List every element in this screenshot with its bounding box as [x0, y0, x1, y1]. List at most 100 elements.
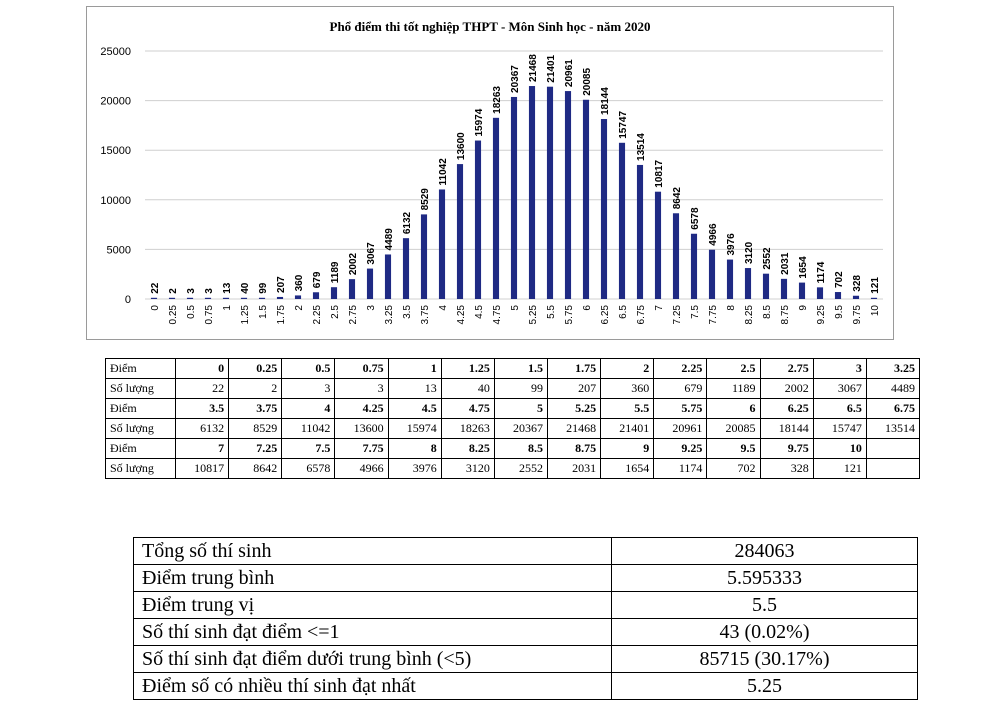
data-label: 8642: [672, 187, 683, 210]
table-cell: 1654: [600, 458, 655, 479]
data-label: 360: [294, 274, 305, 291]
table-cell: 1.25: [440, 358, 495, 379]
row-label: Điểm: [105, 358, 176, 379]
data-label: 1174: [816, 261, 827, 283]
bar: [870, 297, 878, 299]
data-label: 18144: [600, 87, 611, 115]
data-label: 6578: [690, 207, 701, 230]
data-label: 2002: [348, 252, 359, 275]
x-tick-label: 4.25: [456, 305, 467, 325]
data-label: 99: [258, 282, 269, 294]
table-cell: 6: [706, 398, 761, 419]
bar: [636, 164, 644, 299]
bar: [816, 287, 824, 299]
summary-value: 43 (0.02%): [611, 618, 918, 646]
score-distribution-table: Điểm 0 0.25 0.5 0.75 1 1.25 1.5 1.75 2 2.25 2.5 2.75…: [105, 358, 921, 479]
x-tick-label: 1: [222, 305, 233, 311]
data-label: 13: [222, 282, 233, 294]
table-cell: 9.5: [706, 438, 761, 459]
data-label: 13514: [636, 133, 647, 161]
bar: [600, 119, 608, 299]
x-tick-label: 6.25: [600, 305, 611, 325]
x-tick-label: 7.75: [708, 305, 719, 325]
data-label: 22: [150, 282, 161, 294]
bar: [564, 91, 572, 299]
bar: [744, 268, 752, 299]
data-label: 6132: [402, 211, 413, 234]
data-label: 3976: [726, 233, 737, 256]
score-row: Điểm 3.5 3.75 4 4.25 4.5 4.75 5 5.25 5.5 5.75 6 6.25…: [105, 398, 921, 419]
data-label: 21401: [546, 54, 557, 82]
x-tick-label: 2.75: [348, 305, 359, 325]
table-cell: 6.25: [759, 398, 814, 419]
table-cell: 1174: [653, 458, 708, 479]
summary-row: Tổng số thí sinh 284063: [133, 537, 918, 565]
row-label: Số lượng: [105, 378, 176, 399]
bar: [348, 279, 356, 299]
bar: [726, 259, 734, 299]
summary-table: Tổng số thí sinh 284063 Điểm trung bình 5.5…: [133, 537, 918, 700]
bar: [294, 295, 302, 299]
bar: [780, 278, 788, 299]
x-tick-label: 7.25: [672, 305, 683, 325]
bar: [492, 117, 500, 299]
table-cell: 0.25: [228, 358, 283, 379]
x-tick-label: 7.5: [690, 305, 701, 319]
table-cell: 328: [759, 458, 814, 479]
table-cell: 7.25: [228, 438, 283, 459]
data-label: 8529: [420, 188, 431, 211]
x-tick-label: 1.75: [276, 305, 287, 325]
data-label: 3067: [366, 242, 377, 265]
data-label: 121: [870, 277, 881, 294]
data-label: 15747: [618, 111, 629, 139]
table-cell: 15747: [812, 418, 867, 439]
chart-panel: Phổ điểm thi tốt nghiệp THPT - Môn Sinh …: [86, 6, 894, 340]
table-cell: 7: [174, 438, 230, 459]
bar: [474, 140, 482, 299]
x-tick-label: 0.25: [168, 305, 179, 325]
x-tick-label: 9.5: [834, 305, 845, 319]
data-label: 20961: [564, 59, 575, 87]
table-cell: 4: [281, 398, 336, 419]
table-cell: 207: [546, 378, 602, 399]
table-cell: 22: [174, 378, 230, 399]
table-cell: 5.25: [546, 398, 602, 419]
bar: [546, 86, 554, 299]
bar: [222, 297, 230, 299]
table-cell: [865, 458, 921, 479]
x-tick-label: 4.5: [474, 305, 485, 319]
data-label: 3: [186, 288, 197, 294]
table-cell: 6578: [281, 458, 336, 479]
table-cell: 2.25: [653, 358, 708, 379]
bar: [852, 295, 860, 299]
table-cell: 5: [493, 398, 548, 419]
table-cell: 360: [600, 378, 655, 399]
x-tick-label: 5: [510, 305, 521, 311]
table-cell: 2: [228, 378, 283, 399]
table-cell: 18263: [440, 418, 495, 439]
table-cell: 4966: [334, 458, 389, 479]
score-row: Điểm 7 7.25 7.5 7.75 8 8.25 8.5 8.75 9 9.25 9.5 9.75…: [105, 438, 921, 459]
y-tick-label: 0: [125, 294, 131, 306]
x-tick-label: 0.5: [186, 305, 197, 319]
bar: [762, 273, 770, 299]
data-label: 207: [276, 276, 287, 293]
table-cell: 6.75: [865, 398, 921, 419]
table-cell: 8.5: [493, 438, 548, 459]
table-cell: 5.75: [653, 398, 708, 419]
bar: [798, 282, 806, 299]
table-cell: 13514: [865, 418, 921, 439]
summary-label: Tổng số thí sinh: [133, 537, 612, 565]
x-tick-label: 7: [654, 305, 665, 311]
table-cell: 702: [706, 458, 761, 479]
bar: [708, 249, 716, 299]
table-cell: 20961: [653, 418, 708, 439]
table-cell: 10817: [174, 458, 230, 479]
table-cell: 3.75: [228, 398, 283, 419]
x-tick-label: 8.25: [744, 305, 755, 325]
chart-title: Phổ điểm thi tốt nghiệp THPT - Môn Sinh …: [329, 19, 651, 34]
bar: [438, 189, 446, 299]
data-label: 4489: [384, 228, 395, 251]
summary-value: 85715 (30.17%): [611, 645, 918, 673]
x-tick-label: 3.5: [402, 305, 413, 319]
